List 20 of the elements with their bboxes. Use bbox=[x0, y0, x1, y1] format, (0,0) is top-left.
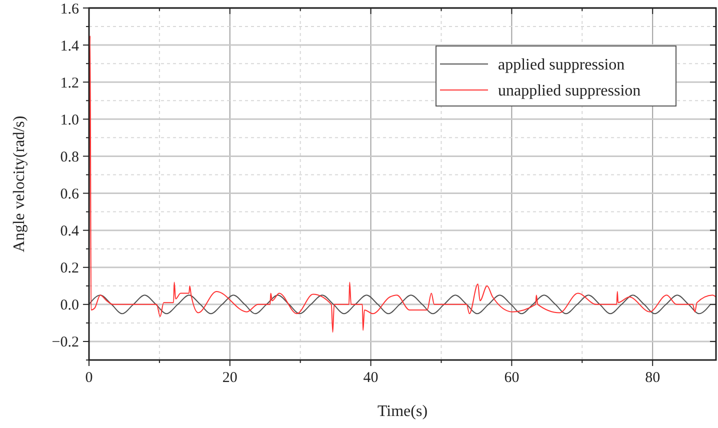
legend-label: applied suppression bbox=[498, 56, 625, 74]
x-tick-label: 40 bbox=[363, 370, 378, 386]
line-series bbox=[88, 35, 716, 333]
x-tick-label: 0 bbox=[85, 370, 93, 386]
x-axis-title: Time(s) bbox=[377, 403, 428, 420]
y-tick-label: 1.0 bbox=[60, 112, 79, 128]
y-tick-label: 1.4 bbox=[60, 38, 80, 54]
y-tick-label: 1.6 bbox=[60, 1, 80, 18]
y-tick-label: 0.6 bbox=[60, 186, 80, 203]
y-axis-title: Angle velocity(rad/s) bbox=[11, 116, 28, 252]
y-tick-label: 0.8 bbox=[60, 149, 79, 166]
y-tick-label: 0.2 bbox=[60, 260, 79, 277]
x-tick-label: 20 bbox=[222, 370, 238, 386]
legend-label: unapplied suppression bbox=[498, 82, 641, 100]
y-tick-label: −0.2 bbox=[52, 334, 79, 351]
y-tick-label: 0.4 bbox=[60, 224, 80, 240]
y-tick-label: 0.0 bbox=[60, 298, 79, 314]
x-tick-label: 60 bbox=[504, 370, 520, 386]
y-tick-label: 1.2 bbox=[60, 75, 79, 92]
x-tick-label: 80 bbox=[645, 370, 660, 386]
